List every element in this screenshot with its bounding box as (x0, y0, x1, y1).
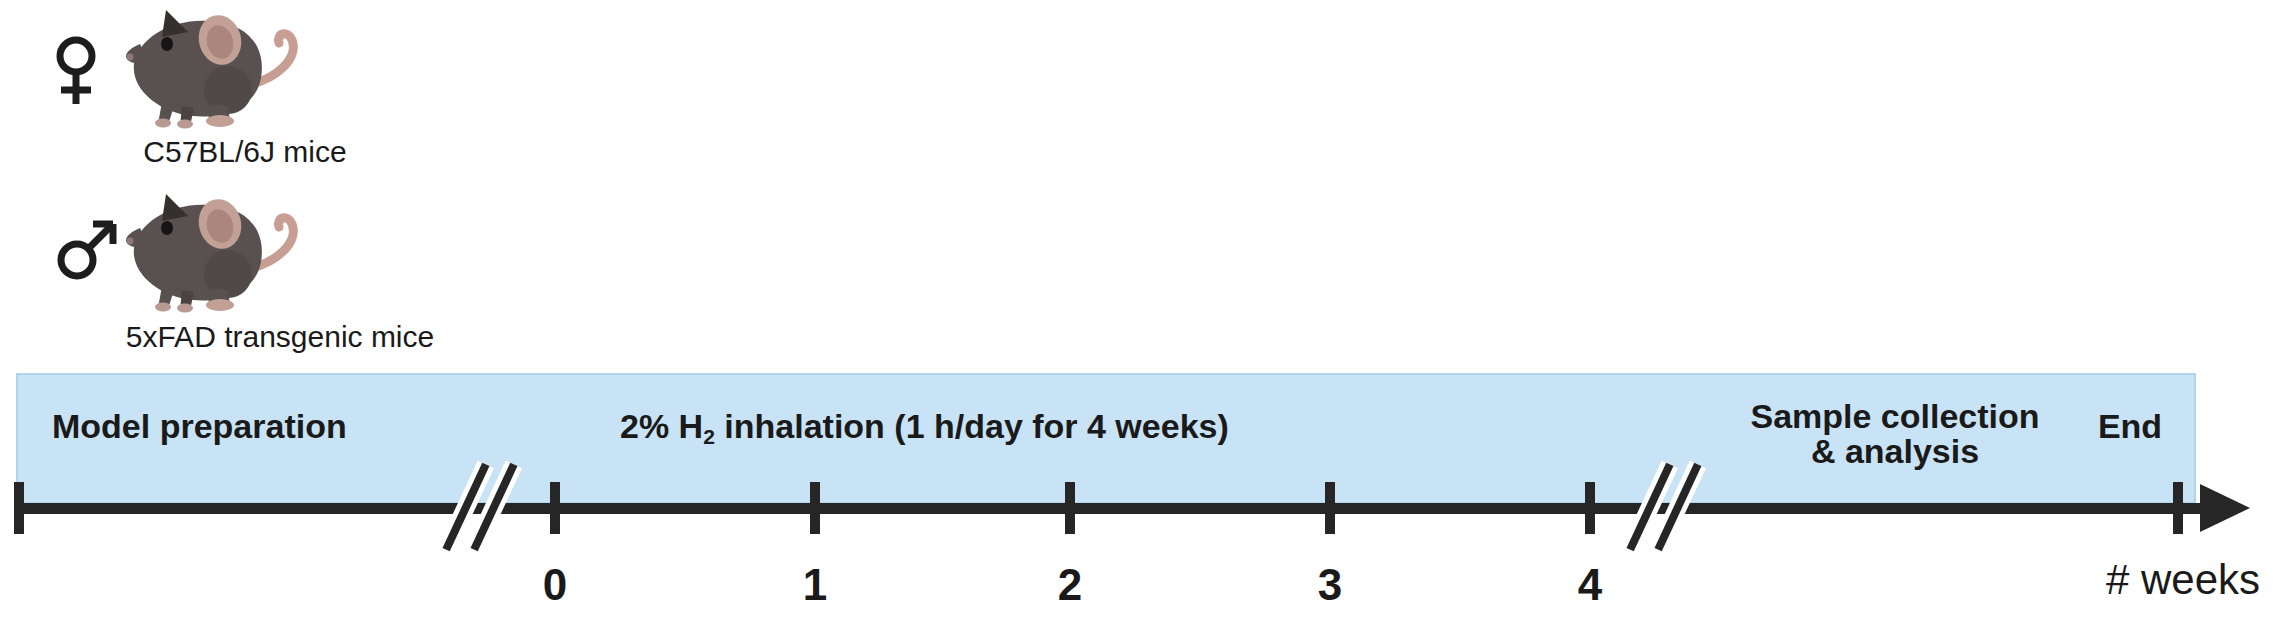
female-group (52, 36, 100, 110)
tick-end (2173, 482, 2183, 534)
axis-break-right-icon (1637, 460, 1697, 554)
tick-label-0: 0 (515, 560, 595, 610)
tick-label-1: 1 (775, 560, 855, 610)
female-mouse-label: C57BL/6J mice (95, 135, 395, 169)
inhalation-subscript: 2 (703, 425, 715, 448)
sample-collection-line2: & analysis (1725, 434, 2065, 469)
experimental-timeline-figure: C57BL/6J mice 5xFAD transgenic mice Mode… (0, 0, 2273, 630)
axis-break-left-icon (453, 460, 513, 554)
inhalation-text-suffix: inhalation (1 h/day for 4 weeks) (715, 407, 1229, 445)
5xfad-mouse-illustration (108, 188, 313, 314)
female-icon (52, 36, 100, 106)
tick-label-4: 4 (1550, 560, 1630, 610)
timeline-axis (16, 503, 2212, 514)
end-label: End (2085, 407, 2175, 446)
tick-week-3 (1325, 482, 1335, 534)
weeks-axis-label: # weeks (2040, 556, 2260, 604)
phase-model-preparation: Model preparation (52, 407, 347, 446)
tick-label-2: 2 (1030, 560, 1110, 610)
axis-arrowhead-icon (2200, 484, 2250, 532)
tick-week-0 (550, 482, 560, 534)
phase-h2-inhalation: 2% H2 inhalation (1 h/day for 4 weeks) (620, 407, 1220, 449)
c57bl6j-mouse-illustration (108, 4, 313, 130)
tick-week-1 (810, 482, 820, 534)
tick-start (14, 482, 24, 534)
phase-sample-collection: Sample collection & analysis (1725, 399, 2065, 469)
tick-week-4 (1585, 482, 1595, 534)
tick-week-2 (1065, 482, 1075, 534)
tick-label-3: 3 (1290, 560, 1370, 610)
inhalation-text-prefix: 2% H (620, 407, 703, 445)
sample-collection-line1: Sample collection (1725, 399, 2065, 434)
male-mouse-label: 5xFAD transgenic mice (105, 320, 455, 354)
